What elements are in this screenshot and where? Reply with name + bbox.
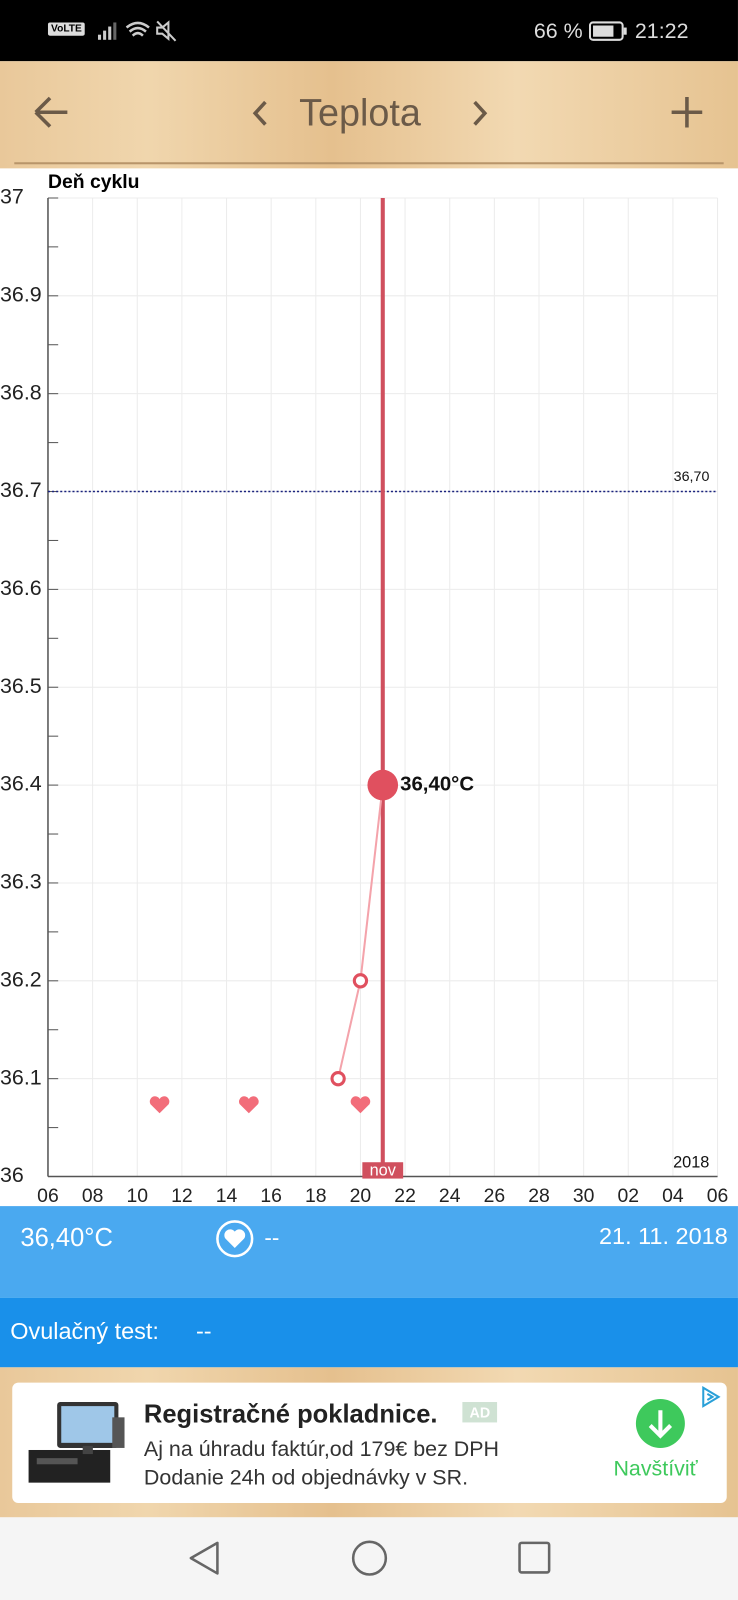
ad-area: Registračné pokladnice. AD Aj na úhradu … <box>0 1367 738 1518</box>
ad-line: Aj na úhradu faktúr,od 179€ bez DPH <box>143 1437 500 1462</box>
x-tick-label: 08 <box>82 1185 104 1206</box>
x-tick-label: 14 <box>216 1185 238 1206</box>
ovulation-value: -- <box>195 1317 212 1344</box>
intercourse-icon <box>216 1220 254 1258</box>
navigation-bar <box>0 1517 738 1600</box>
x-tick-label: 30 <box>573 1185 595 1206</box>
add-button[interactable] <box>669 94 706 131</box>
y-tick-label: 36.5 <box>0 674 42 698</box>
x-tick-label: 02 <box>617 1185 639 1206</box>
ovulation-panel: Ovulačný test: -- <box>0 1297 738 1368</box>
toolbar: Teplota <box>0 61 738 169</box>
y-tick-label: 36.1 <box>0 1065 42 1089</box>
x-tick-label: 06 <box>707 1185 729 1206</box>
battery-percent: 66 % <box>533 19 583 43</box>
ad-image <box>28 1402 125 1483</box>
status-bar: VoLTE 66 % 21:22 <box>0 0 738 62</box>
x-tick-label: 22 <box>394 1185 416 1206</box>
x-tick-label: 06 <box>37 1185 59 1206</box>
y-tick-label: 36.7 <box>0 478 42 502</box>
selected-point <box>367 769 399 801</box>
ad-button-icon[interactable] <box>635 1398 686 1449</box>
value-label: 36,40°C <box>400 773 474 795</box>
ad-line: Dodanie 24h od objednávky v SR. <box>143 1466 469 1490</box>
details-panel: 36,40°C -- 21. 11. 2018 <box>0 1206 738 1298</box>
x-tick-label: 04 <box>662 1185 684 1206</box>
intercourse-heart <box>149 1096 170 1114</box>
x-tick-label: 20 <box>350 1185 372 1206</box>
ad-badge: AD <box>462 1402 498 1423</box>
x-tick-label: 24 <box>439 1185 461 1206</box>
toolbar-divider <box>14 162 724 165</box>
battery-icon <box>588 21 627 41</box>
nav-home[interactable] <box>349 1538 390 1579</box>
y-tick-label: 36.2 <box>0 967 42 991</box>
chart: Deň cyklu 36 36.1 36.2 36.3 36.4 36.5 36.6 36.7… <box>0 171 729 1206</box>
y-tick-label: 36.9 <box>0 282 42 306</box>
intercourse-heart <box>350 1096 371 1114</box>
toolbar-title: Teplota <box>299 91 421 134</box>
date: 21. 11. 2018 <box>598 1222 728 1249</box>
ad-button[interactable]: Navštíviť <box>613 1457 698 1481</box>
x-tick-label: 18 <box>305 1185 327 1206</box>
next-button[interactable] <box>464 98 495 129</box>
year-label: 2018 <box>673 1154 709 1172</box>
data-point <box>352 973 369 989</box>
y-tick-label: 36 <box>0 1163 24 1187</box>
ad-title: Registračné pokladnice. <box>143 1399 438 1429</box>
reference-label: 36,70 <box>674 469 710 485</box>
ovulation-label: Ovulačný test: <box>10 1317 159 1344</box>
nav-recents[interactable] <box>514 1538 555 1579</box>
x-tick-label: 16 <box>260 1185 282 1206</box>
x-tick-label: 10 <box>126 1185 148 1206</box>
ad-choices[interactable] <box>698 1385 722 1409</box>
clock: 21:22 <box>634 19 689 43</box>
month-badge <box>362 1162 404 1179</box>
y-tick-label: 37 <box>0 185 24 209</box>
back-button[interactable] <box>31 94 72 131</box>
x-tick-label: 12 <box>171 1185 193 1206</box>
intercourse-heart <box>239 1096 259 1114</box>
y-tick-label: 36.4 <box>0 772 42 796</box>
intercourse-value: -- <box>264 1224 280 1250</box>
previous-button[interactable] <box>245 98 276 129</box>
status-icons <box>97 20 177 42</box>
temperature-value: 36,40°C <box>20 1223 113 1253</box>
nav-back[interactable] <box>184 1538 225 1579</box>
x-axis-title: Deň cyklu <box>48 171 140 193</box>
data-point <box>330 1071 346 1087</box>
y-tick-label: 36.6 <box>0 576 42 600</box>
x-tick-label: 26 <box>484 1185 506 1206</box>
month-label: nov <box>370 1162 397 1180</box>
network-badge: VoLTE <box>47 22 85 36</box>
ad-card[interactable]: Registračné pokladnice. AD Aj na úhradu … <box>12 1382 727 1504</box>
y-tick-label: 36.3 <box>0 870 42 894</box>
x-tick-label: 28 <box>528 1185 550 1206</box>
y-tick-label: 36.8 <box>0 380 42 404</box>
